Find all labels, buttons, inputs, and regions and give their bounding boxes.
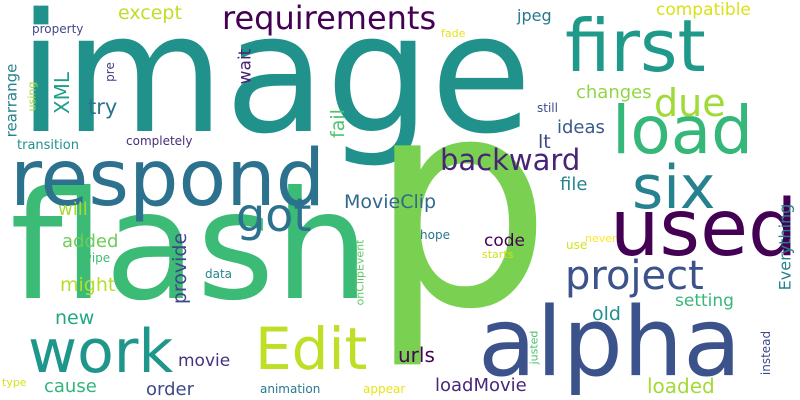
word-due: due	[654, 81, 726, 125]
word-fail: fail	[326, 108, 349, 138]
word-got: got	[236, 188, 312, 242]
word-movieclip: MovieClip	[344, 191, 437, 213]
word-might: might	[60, 274, 116, 296]
word-provide: provide	[168, 232, 191, 304]
word-code: code	[484, 231, 525, 251]
word-appear: appear	[363, 382, 406, 396]
word-type: type	[2, 376, 27, 389]
word-animation: animation	[260, 382, 321, 396]
word-urls: urls	[398, 343, 435, 367]
word-except: except	[118, 2, 182, 24]
word-alpha: alpha	[478, 288, 742, 398]
word-compatible: compatible	[656, 0, 751, 20]
word-transition: transition	[17, 138, 79, 153]
word-respond: respond	[10, 134, 326, 224]
word-added: added	[62, 231, 119, 252]
word-work: work	[28, 317, 174, 387]
word-order: order	[146, 379, 194, 400]
word-will: will	[58, 199, 88, 220]
word-property: property	[32, 22, 84, 36]
word-wait: wait	[235, 48, 256, 84]
word-data: data	[205, 267, 233, 281]
word-wipe: wipe	[82, 251, 111, 265]
word-loadmovie: loadMovie	[435, 375, 527, 396]
word-load: load	[612, 92, 754, 169]
word-hope: hope	[420, 228, 450, 242]
word-flash: flash	[10, 160, 370, 334]
word-six: six	[632, 153, 716, 223]
word-requirements: requirements	[222, 0, 437, 37]
word-ideas: ideas	[557, 117, 605, 138]
word-old: old	[592, 303, 621, 325]
word-justed: justed	[527, 330, 541, 364]
word-first: first	[565, 4, 706, 88]
word-onclipevent: onClipEvent	[353, 239, 367, 305]
word-image: image	[18, 0, 532, 170]
word-try: try	[88, 95, 118, 119]
word-use: use	[566, 238, 588, 252]
word-setting: setting	[675, 291, 734, 311]
word-still: still	[537, 101, 558, 115]
word-p: p	[368, 36, 553, 373]
word-edit: Edit	[255, 315, 368, 383]
word-changes: changes	[576, 82, 652, 103]
word-new: new	[55, 307, 95, 329]
word-backward: backward	[440, 143, 581, 177]
word-jpeg: jpeg	[517, 6, 552, 25]
word-movie: movie	[178, 351, 231, 371]
word-rearrange: rearrange	[2, 63, 21, 137]
word-lt: lt	[538, 131, 551, 153]
word-completely: completely	[126, 134, 193, 148]
word-instead: instead	[759, 330, 774, 376]
word-file: file	[560, 174, 588, 195]
word-loaded: loaded	[647, 374, 715, 398]
word-fade: fade	[441, 27, 466, 40]
word-used: used	[610, 184, 798, 274]
word-starts: starts	[482, 248, 514, 261]
word-xml: XML	[50, 71, 75, 115]
word-pre: pre	[102, 62, 117, 82]
word-project: project	[565, 253, 704, 299]
word-using: using	[25, 81, 39, 111]
word-never: never	[585, 232, 617, 245]
word-everything: Everything	[774, 203, 794, 291]
word-cause: cause	[44, 376, 97, 397]
